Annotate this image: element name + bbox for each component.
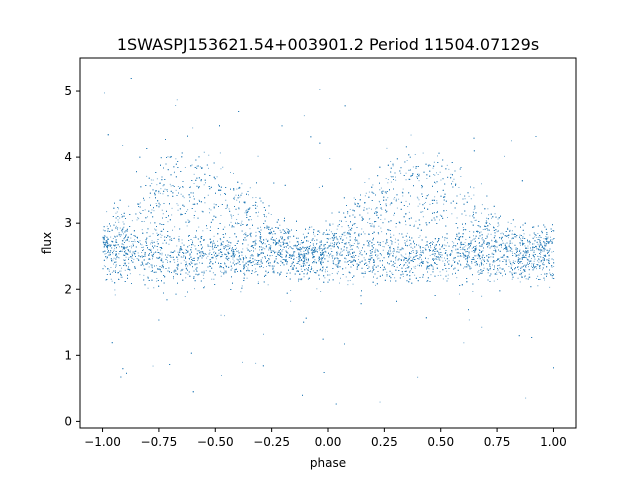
scatter-points — [102, 78, 555, 405]
x-tick-label: −0.25 — [253, 435, 290, 449]
x-tick-label: 0.00 — [315, 435, 342, 449]
x-axis-label: phase — [310, 456, 346, 470]
y-axis: 0 1 2 3 4 5 — [64, 84, 80, 428]
y-tick-label: 5 — [64, 84, 72, 98]
x-tick-label: 0.50 — [427, 435, 454, 449]
scatter-points — [102, 105, 555, 396]
y-tick-label: 1 — [64, 348, 72, 362]
x-axis: −1.00 −0.75 −0.50 −0.25 0.00 0.25 0.50 0.75 1.00 — [84, 428, 567, 449]
scatter-points — [102, 78, 555, 405]
x-tick-label: 1.00 — [540, 435, 567, 449]
chart-title: 1SWASPJ153621.54+003901.2 Period 11504.0… — [117, 35, 539, 54]
scatter-points — [103, 135, 555, 396]
x-tick-label: 0.75 — [484, 435, 511, 449]
scatter-points — [102, 78, 555, 405]
scatter-points — [102, 78, 555, 405]
y-tick-label: 4 — [64, 150, 72, 164]
y-tick-label: 0 — [64, 414, 72, 428]
x-tick-label: −0.50 — [197, 435, 234, 449]
y-tick-label: 2 — [64, 282, 72, 296]
x-tick-label: −0.75 — [141, 435, 178, 449]
plot-frame — [79, 57, 577, 429]
data-points — [102, 78, 555, 405]
y-tick-label: 3 — [64, 216, 72, 230]
x-tick-label: −1.00 — [84, 435, 121, 449]
x-tick-label: 0.25 — [371, 435, 398, 449]
scatter-points — [102, 89, 555, 403]
y-axis-label: flux — [40, 232, 54, 254]
scatter-points — [102, 105, 555, 396]
